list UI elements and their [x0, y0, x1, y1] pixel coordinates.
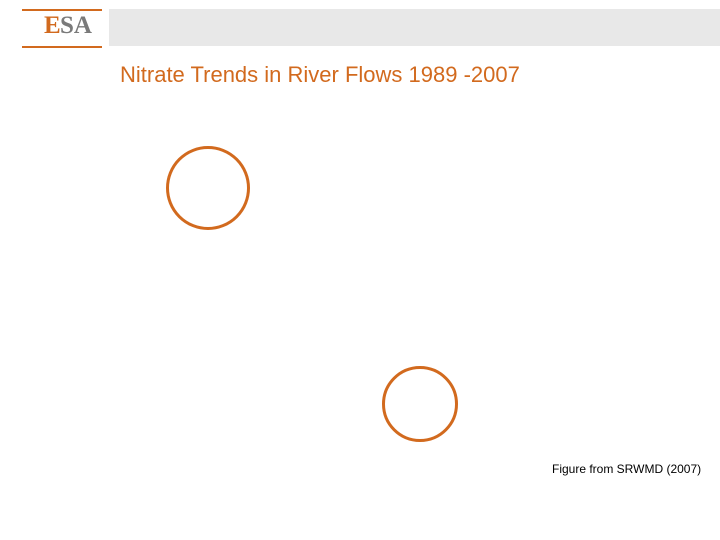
annotation-circle-1	[166, 146, 250, 230]
logo-letters-sa: SA	[60, 12, 92, 40]
slide-title: Nitrate Trends in River Flows 1989 -2007	[120, 62, 520, 88]
logo-letter-e: E	[44, 12, 61, 40]
logo-rule-top	[22, 9, 102, 11]
logo-rule-bottom	[22, 46, 102, 48]
figure-caption: Figure from SRWMD (2007)	[552, 462, 701, 476]
header-bar	[109, 9, 720, 46]
annotation-circle-2	[382, 366, 458, 442]
